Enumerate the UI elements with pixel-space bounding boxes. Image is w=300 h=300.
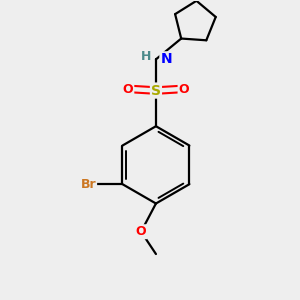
- Text: O: O: [178, 82, 189, 96]
- Text: O: O: [136, 225, 146, 238]
- Text: S: S: [151, 84, 161, 98]
- Text: O: O: [123, 82, 133, 96]
- Text: H: H: [141, 50, 152, 64]
- Text: N: N: [160, 52, 172, 66]
- Text: Br: Br: [80, 178, 96, 191]
